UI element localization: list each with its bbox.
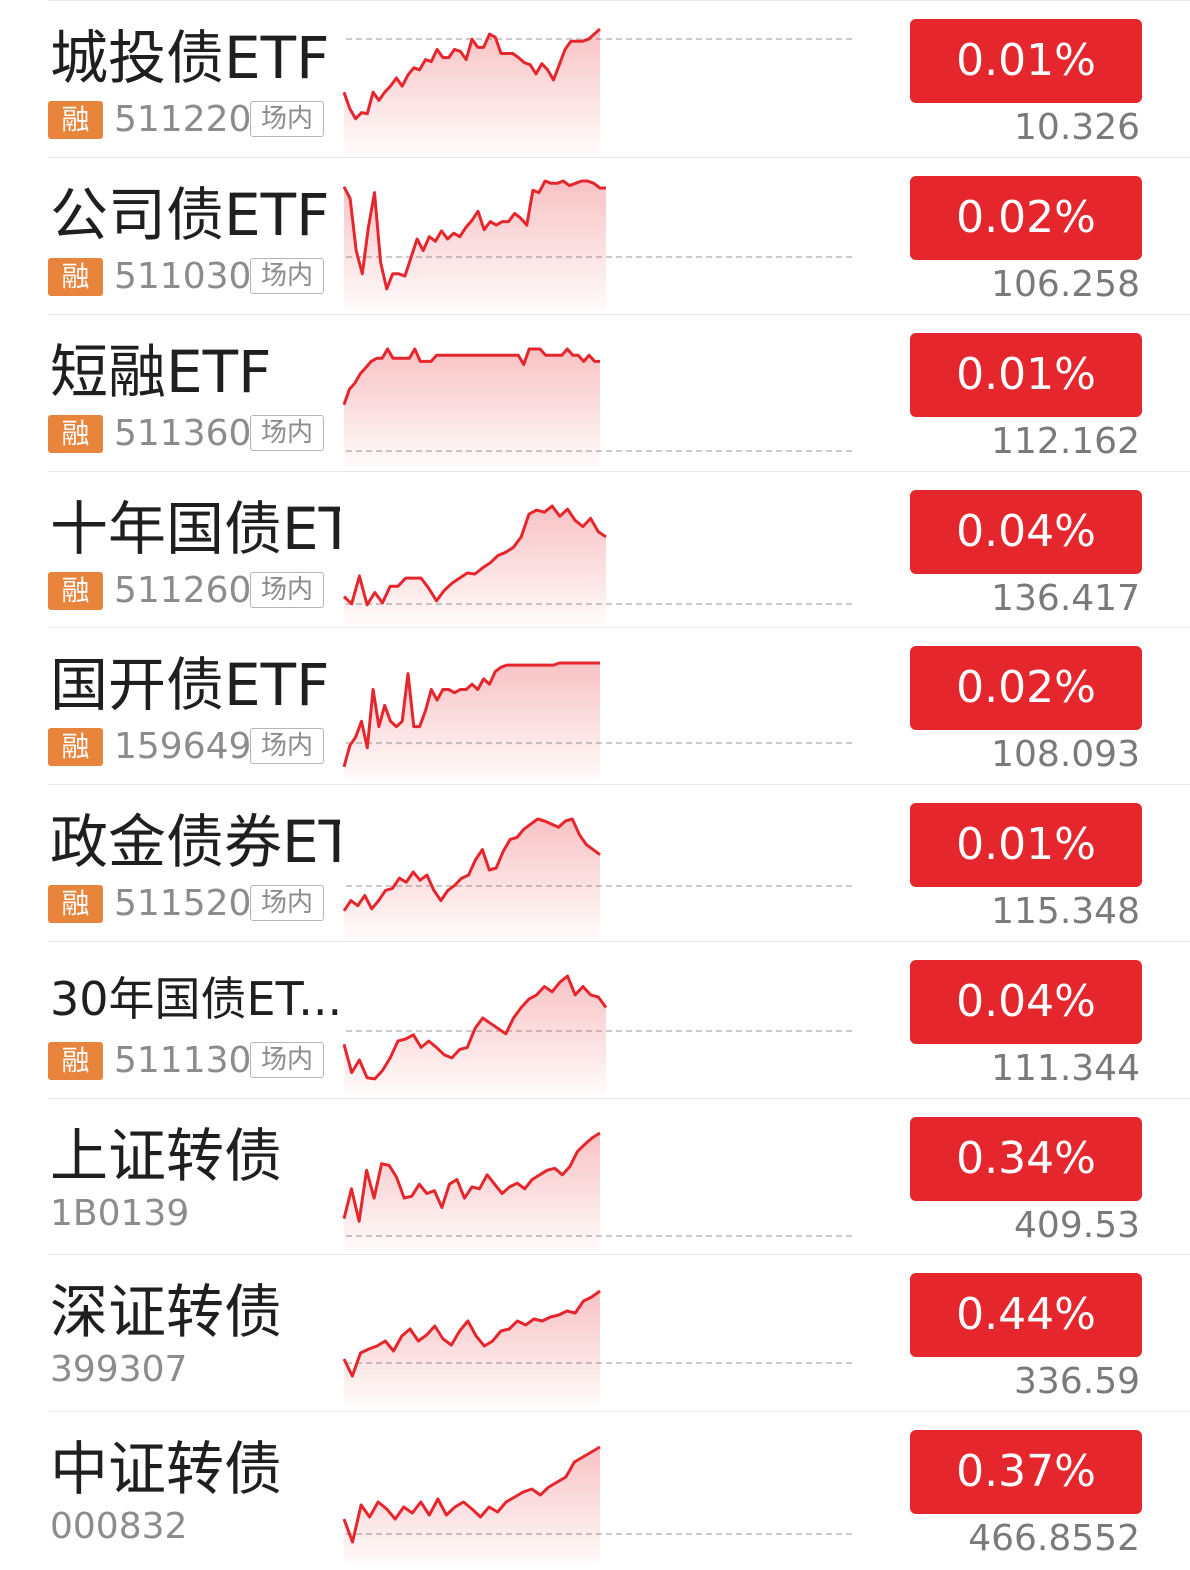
sparkline-chart xyxy=(342,179,852,310)
sparkline-chart xyxy=(342,817,852,937)
sparkline-line xyxy=(342,1445,601,1544)
sparkline-line xyxy=(342,27,601,121)
list-item[interactable]: 30年国债ET... 融 511130 场内 0.04% 111.344 xyxy=(48,941,1190,1097)
margin-tag: 融 xyxy=(48,1042,103,1080)
list-item[interactable]: 公司债ETF 融 511030 场内 0.02% 106.258 xyxy=(48,157,1190,313)
fund-code: 511260 xyxy=(114,570,252,611)
fund-code: 511130 xyxy=(114,1040,252,1081)
sparkline-area xyxy=(344,181,606,310)
sparkline-line xyxy=(342,817,601,912)
fund-name: 十年国债ETF xyxy=(50,495,340,563)
last-price: 336.59 xyxy=(1014,1361,1140,1402)
change-percent-badge[interactable]: 0.01% xyxy=(910,19,1142,103)
change-percent-badge[interactable]: 0.34% xyxy=(910,1117,1142,1201)
margin-tag: 融 xyxy=(48,258,103,296)
change-percent-badge[interactable]: 0.37% xyxy=(910,1430,1142,1514)
fund-name: 深证转债 xyxy=(50,1278,283,1346)
sparkline-area xyxy=(344,976,606,1094)
sparkline-area xyxy=(344,819,600,937)
last-price: 136.417 xyxy=(991,578,1140,619)
sparkline-line xyxy=(342,974,608,1081)
sparkline-chart xyxy=(342,1289,852,1407)
fund-code: 1B0139 xyxy=(50,1193,190,1234)
sparkline-line xyxy=(342,1289,601,1378)
sparkline-area xyxy=(344,506,606,624)
last-price: 409.53 xyxy=(1014,1205,1140,1246)
change-percent-badge[interactable]: 0.02% xyxy=(910,176,1142,260)
list-item[interactable]: 上证转债 1B0139 0.34% 409.53 xyxy=(48,1098,1190,1254)
last-price: 112.162 xyxy=(991,421,1140,462)
change-percent-badge[interactable]: 0.02% xyxy=(910,646,1142,730)
last-price: 115.348 xyxy=(991,891,1140,932)
sparkline-chart xyxy=(342,661,852,780)
sparkline-line xyxy=(342,179,606,291)
sparkline-area xyxy=(344,349,600,467)
last-price: 10.326 xyxy=(1014,107,1140,148)
fund-name: 短融ETF xyxy=(50,338,272,406)
change-percent-badge[interactable]: 0.04% xyxy=(910,490,1142,574)
list-item[interactable]: 国开债ETF 融 159649 场内 0.02% 108.093 xyxy=(48,627,1190,783)
fund-code: 159649 xyxy=(114,726,252,767)
sparkline-area xyxy=(344,29,600,153)
market-tag: 场内 xyxy=(250,415,324,451)
market-tag: 场内 xyxy=(250,258,324,294)
sparkline-line xyxy=(342,504,607,607)
list-item[interactable]: 短融ETF 融 511360 场内 0.01% 112.162 xyxy=(48,314,1190,470)
list-item[interactable]: 中证转债 000832 0.37% 466.8552 xyxy=(48,1411,1190,1567)
market-tag: 场内 xyxy=(250,101,324,137)
sparkline-area xyxy=(344,1133,600,1251)
change-percent-badge[interactable]: 0.01% xyxy=(910,803,1142,887)
fund-name: 上证转债 xyxy=(50,1122,283,1190)
sparkline-chart xyxy=(342,1445,852,1564)
margin-tag: 融 xyxy=(48,101,103,139)
sparkline-line xyxy=(342,661,600,768)
market-tag: 场内 xyxy=(250,1042,324,1078)
margin-tag: 融 xyxy=(48,885,103,923)
sparkline-area xyxy=(344,1291,600,1407)
fund-name: 30年国债ET... xyxy=(50,972,340,1026)
list-item[interactable]: 城投债ETF 融 511220 场内 0.01% 10.326 xyxy=(48,0,1190,156)
list-item[interactable]: 深证转债 399307 0.44% 336.59 xyxy=(48,1254,1190,1410)
sparkline-area xyxy=(344,1447,600,1564)
sparkline-chart xyxy=(342,504,852,624)
fund-code: 511030 xyxy=(114,256,252,297)
fund-code: 399307 xyxy=(50,1349,188,1390)
margin-tag: 融 xyxy=(48,572,103,610)
fund-code: 511520 xyxy=(114,883,252,924)
fund-name: 政金债券ETF xyxy=(50,808,340,876)
last-price: 111.344 xyxy=(991,1048,1140,1089)
fund-code: 511360 xyxy=(114,413,252,454)
market-tag: 场内 xyxy=(250,885,324,921)
fund-code: 000832 xyxy=(50,1506,188,1547)
market-tag: 场内 xyxy=(250,572,324,608)
fund-name: 城投债ETF xyxy=(50,24,330,92)
sparkline-chart xyxy=(342,1131,852,1251)
sparkline-chart xyxy=(342,27,852,153)
change-percent-badge[interactable]: 0.04% xyxy=(910,960,1142,1044)
fund-name: 公司债ETF xyxy=(50,181,330,249)
last-price: 108.093 xyxy=(991,734,1140,775)
last-price: 106.258 xyxy=(991,264,1140,305)
sparkline-chart xyxy=(342,974,852,1094)
fund-code: 511220 xyxy=(114,99,252,140)
sparkline-chart xyxy=(342,347,852,467)
change-percent-badge[interactable]: 0.01% xyxy=(910,333,1142,417)
sparkline-area xyxy=(344,663,600,780)
fund-name: 国开债ETF xyxy=(50,651,330,719)
fund-name: 中证转债 xyxy=(50,1435,283,1503)
margin-tag: 融 xyxy=(48,415,103,453)
sparkline-line xyxy=(342,1131,601,1223)
last-price: 466.8552 xyxy=(968,1518,1140,1559)
margin-tag: 融 xyxy=(48,728,103,766)
market-tag: 场内 xyxy=(250,728,324,764)
sparkline-line xyxy=(342,347,600,406)
change-percent-badge[interactable]: 0.44% xyxy=(910,1273,1142,1357)
